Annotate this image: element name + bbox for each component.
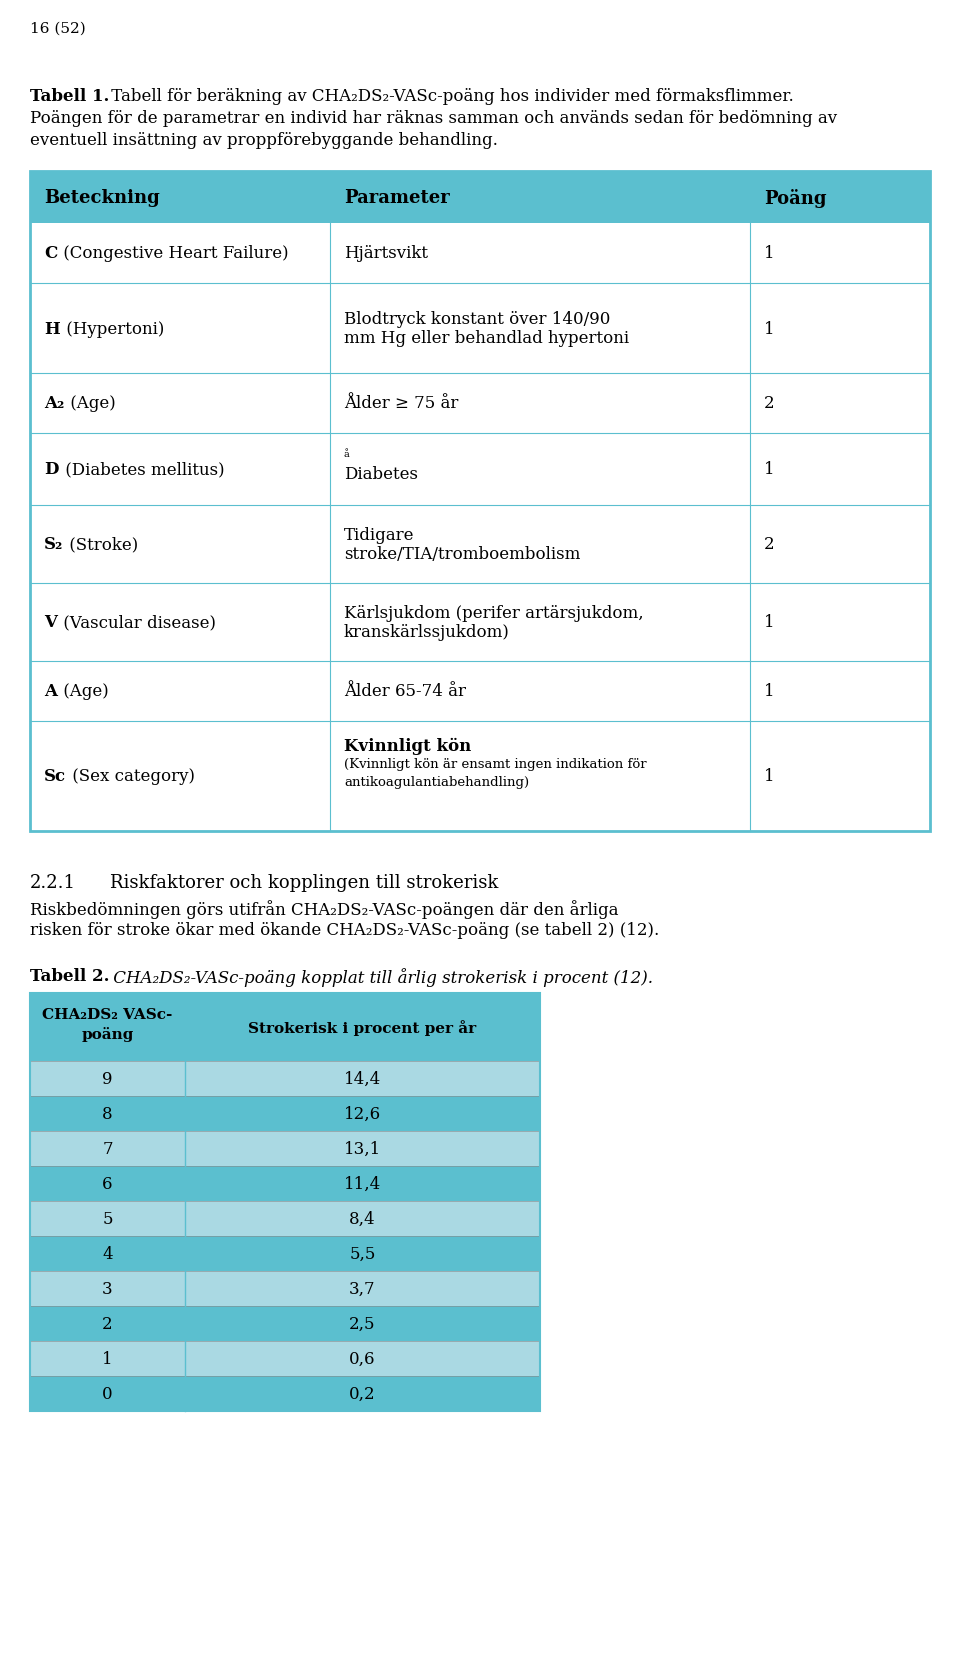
Bar — [30, 506, 930, 583]
Bar — [30, 1376, 540, 1411]
Bar — [30, 1307, 540, 1341]
Text: 5: 5 — [103, 1210, 112, 1228]
Bar — [30, 993, 540, 1411]
Text: 14,4: 14,4 — [344, 1070, 381, 1087]
Text: (Age): (Age) — [65, 395, 116, 412]
Bar — [30, 171, 930, 223]
Text: 0,2: 0,2 — [349, 1386, 375, 1403]
Text: å: å — [344, 450, 349, 459]
Text: Sc: Sc — [44, 768, 66, 785]
Text: kranskärlssjukdom): kranskärlssjukdom) — [344, 623, 510, 640]
Text: stroke/TIA/tromboembolism: stroke/TIA/tromboembolism — [344, 546, 581, 563]
Text: Tabell för beräkning av CHA₂DS₂-VASc-poäng hos individer med förmaksflimmer.: Tabell för beräkning av CHA₂DS₂-VASc-poä… — [106, 87, 794, 104]
Text: (Age): (Age) — [58, 684, 108, 701]
Text: 1: 1 — [764, 615, 775, 632]
Text: (Kvinnligt kön är ensamt ingen indikation för: (Kvinnligt kön är ensamt ingen indikatio… — [344, 758, 647, 771]
Text: 0: 0 — [102, 1386, 113, 1403]
Text: 5,5: 5,5 — [349, 1245, 375, 1262]
Text: Riskbedömningen görs utifrån CHA₂DS₂-VASc-poängen där den årliga: Riskbedömningen görs utifrån CHA₂DS₂-VAS… — [30, 899, 618, 919]
Text: Ålder 65-74 år: Ålder 65-74 år — [344, 684, 466, 701]
Text: (Stroke): (Stroke) — [64, 536, 138, 553]
Text: 1: 1 — [764, 245, 775, 262]
Bar — [30, 171, 930, 832]
Bar — [30, 223, 930, 284]
Bar — [30, 1062, 540, 1097]
Text: 2: 2 — [764, 395, 775, 412]
Bar — [30, 1341, 540, 1376]
Text: 2.2.1: 2.2.1 — [30, 874, 76, 892]
Bar — [30, 1272, 540, 1307]
Text: 8: 8 — [102, 1105, 113, 1122]
Text: 7: 7 — [102, 1141, 113, 1158]
Text: (Congestive Heart Failure): (Congestive Heart Failure) — [59, 245, 289, 262]
Text: V: V — [44, 615, 57, 632]
Text: 11,4: 11,4 — [344, 1176, 381, 1193]
Text: 2: 2 — [102, 1315, 113, 1332]
Text: 1: 1 — [764, 684, 775, 701]
Text: CHA₂DS₂-VASc-poäng kopplat till årlig strokerisk i procent (12).: CHA₂DS₂-VASc-poäng kopplat till årlig st… — [108, 968, 653, 986]
Text: A₂: A₂ — [44, 395, 64, 412]
Text: Diabetes: Diabetes — [344, 465, 418, 482]
Bar — [30, 284, 930, 373]
Text: S₂: S₂ — [44, 536, 63, 553]
Text: Strokerisk i procent per år: Strokerisk i procent per år — [249, 1020, 476, 1035]
Text: 9: 9 — [103, 1070, 112, 1087]
Text: 3: 3 — [102, 1280, 113, 1297]
Text: A: A — [44, 684, 57, 701]
Text: 16 (52): 16 (52) — [30, 22, 85, 35]
Bar — [30, 373, 930, 433]
Text: antikoagulantiabehandling): antikoagulantiabehandling) — [344, 776, 529, 788]
Text: 1: 1 — [764, 321, 775, 338]
Text: Tabell 2.: Tabell 2. — [30, 968, 109, 984]
Bar — [30, 993, 540, 1062]
Text: 2,5: 2,5 — [349, 1315, 375, 1332]
Text: CHA₂DS₂ VASc-: CHA₂DS₂ VASc- — [42, 1008, 173, 1021]
Text: eventuell insättning av proppförebyggande behandling.: eventuell insättning av proppförebyggand… — [30, 133, 498, 150]
Text: (Vascular disease): (Vascular disease) — [58, 615, 216, 632]
Text: 12,6: 12,6 — [344, 1105, 381, 1122]
Text: Kvinnligt kön: Kvinnligt kön — [344, 738, 471, 754]
Text: Riskfaktorer och kopplingen till strokerisk: Riskfaktorer och kopplingen till stroker… — [110, 874, 498, 892]
Text: Parameter: Parameter — [344, 188, 449, 207]
Text: 1: 1 — [764, 768, 775, 785]
Text: (Hypertoni): (Hypertoni) — [60, 321, 164, 338]
Text: (Diabetes mellitus): (Diabetes mellitus) — [60, 462, 224, 479]
Text: 6: 6 — [103, 1176, 112, 1193]
Text: 8,4: 8,4 — [349, 1210, 375, 1228]
Text: Tidigare: Tidigare — [344, 528, 415, 544]
Text: H: H — [44, 321, 60, 338]
Text: 1: 1 — [102, 1351, 113, 1368]
Text: C: C — [44, 245, 58, 262]
Text: 4: 4 — [102, 1245, 113, 1262]
Text: Kärlsjukdom (perifer artärsjukdom,: Kärlsjukdom (perifer artärsjukdom, — [344, 605, 643, 622]
Text: 3,7: 3,7 — [349, 1280, 375, 1297]
Text: D: D — [44, 462, 59, 479]
Text: 0,6: 0,6 — [349, 1351, 375, 1368]
Text: Blodtryck konstant över 140/90: Blodtryck konstant över 140/90 — [344, 311, 611, 328]
Bar — [30, 1236, 540, 1272]
Text: Tabell 1.: Tabell 1. — [30, 87, 109, 104]
Bar — [30, 722, 930, 832]
Text: 2: 2 — [764, 536, 775, 553]
Bar — [30, 1097, 540, 1131]
Bar — [30, 1131, 540, 1166]
Text: poäng: poäng — [82, 1026, 133, 1042]
Text: Beteckning: Beteckning — [44, 188, 159, 207]
Text: Hjärtsvikt: Hjärtsvikt — [344, 245, 428, 262]
Text: Poängen för de parametrar en individ har räknas samman och används sedan för bed: Poängen för de parametrar en individ har… — [30, 109, 837, 128]
Bar — [30, 583, 930, 662]
Text: risken för stroke ökar med ökande CHA₂DS₂-VASc-poäng (se tabell 2) (12).: risken för stroke ökar med ökande CHA₂DS… — [30, 921, 660, 939]
Bar — [30, 662, 930, 722]
Bar — [30, 1201, 540, 1236]
Text: 13,1: 13,1 — [344, 1141, 381, 1158]
Text: 1: 1 — [764, 462, 775, 479]
Bar — [30, 1166, 540, 1201]
Text: Poäng: Poäng — [764, 188, 827, 207]
Text: (Sex category): (Sex category) — [67, 768, 195, 785]
Text: mm Hg eller behandlad hypertoni: mm Hg eller behandlad hypertoni — [344, 329, 629, 346]
Bar — [30, 433, 930, 506]
Text: Ålder ≥ 75 år: Ålder ≥ 75 år — [344, 395, 458, 412]
